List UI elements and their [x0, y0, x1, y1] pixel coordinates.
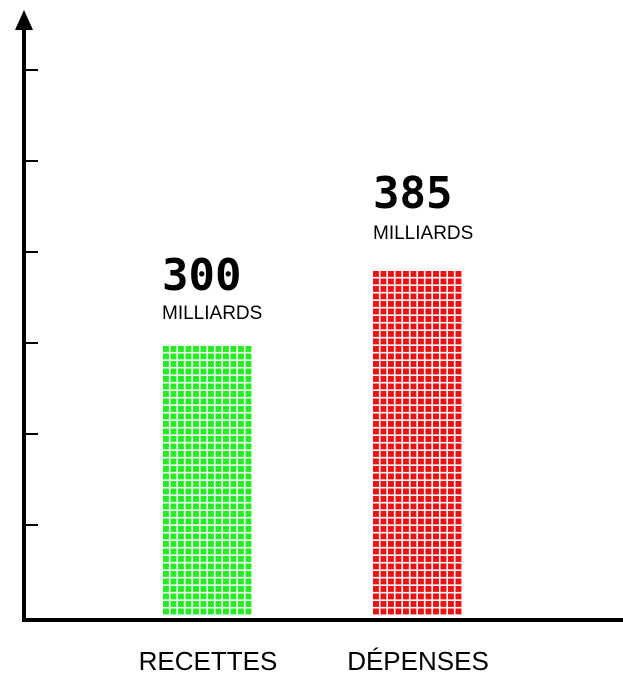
- value-label-depenses: 385: [373, 168, 452, 219]
- y-ticks: [24, 69, 38, 526]
- y-axis-arrow: [15, 10, 33, 30]
- bar-recettes: [163, 346, 252, 615]
- unit-label-depenses: MILLIARDS: [373, 223, 473, 244]
- value-label-recettes: 300: [162, 250, 241, 301]
- category-label-recettes: RECETTES: [139, 646, 278, 673]
- unit-label-recettes: MILLIARDS: [162, 303, 262, 324]
- category-label-depenses: DÉPENSES: [347, 646, 489, 673]
- bar-dépenses: [373, 271, 462, 615]
- axes: [15, 10, 623, 622]
- labels: 300 MILLIARDS 385 MILLIARDS RECETTES DÉP…: [139, 168, 489, 673]
- bars: [163, 271, 462, 615]
